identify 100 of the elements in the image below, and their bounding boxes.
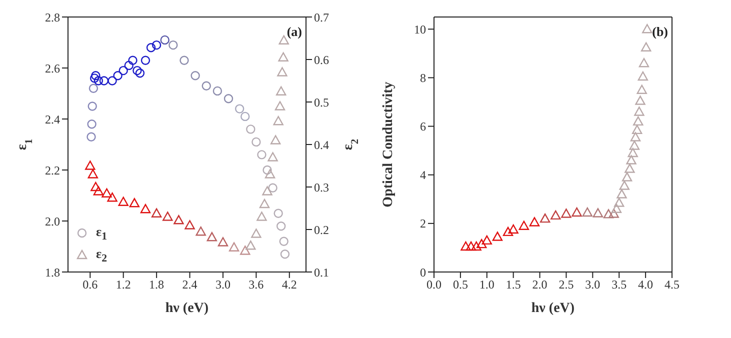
- y-tick-label: 2.0: [45, 214, 60, 228]
- x-tick-label: 3.0: [585, 278, 600, 292]
- point: [87, 120, 96, 129]
- point: [251, 228, 262, 238]
- point: [132, 66, 142, 76]
- point: [624, 164, 635, 173]
- point: [202, 81, 211, 90]
- point: [632, 124, 642, 134]
- point: [273, 116, 284, 126]
- point: [276, 222, 286, 231]
- point: [274, 101, 286, 110]
- point: [218, 237, 228, 246]
- y-tick-label: 4: [420, 168, 426, 182]
- point: [629, 140, 640, 150]
- point: [638, 58, 650, 68]
- point: [611, 204, 622, 213]
- point: [140, 204, 151, 214]
- y-tick-label: 0: [420, 265, 426, 280]
- point: [259, 198, 270, 208]
- point: [129, 198, 140, 208]
- point: [184, 220, 195, 230]
- point: [91, 71, 100, 80]
- y2-tick-label: 0.2: [314, 222, 329, 237]
- point: [160, 35, 170, 45]
- point: [280, 250, 290, 259]
- point: [107, 192, 118, 202]
- point: [582, 207, 592, 217]
- y2-tick-label: 0.4: [314, 138, 329, 152]
- point: [616, 189, 627, 198]
- y-tick-label: 1.8: [45, 265, 60, 280]
- x-tick-label: 4.2: [282, 278, 297, 292]
- point: [262, 186, 272, 196]
- point: [561, 208, 572, 218]
- point: [180, 56, 189, 65]
- point: [626, 155, 636, 164]
- annotation: (b): [652, 24, 668, 40]
- point: [162, 212, 173, 221]
- y-tick-label: 2.2: [45, 163, 60, 178]
- x-tick-label: 1.0: [479, 278, 494, 292]
- point: [108, 76, 117, 86]
- point: [636, 84, 647, 94]
- point: [592, 208, 604, 218]
- point: [492, 232, 503, 241]
- point: [151, 208, 162, 218]
- point: [135, 68, 145, 78]
- y2-tick-label: 0.1: [314, 265, 329, 280]
- y-tick-label: 2.8: [45, 10, 60, 24]
- point: [140, 56, 150, 65]
- point: [608, 208, 619, 218]
- point: [278, 52, 288, 62]
- y2-tick-label: 0.5: [314, 95, 329, 110]
- point: [196, 226, 206, 236]
- point: [634, 106, 644, 116]
- point: [85, 160, 96, 170]
- legend-label: ε$_{2}$: [96, 246, 107, 264]
- y-tick-label: 2: [420, 216, 426, 231]
- x-tick-label: 3.6: [248, 278, 264, 292]
- point: [99, 76, 109, 86]
- point: [270, 135, 281, 144]
- point: [476, 238, 487, 248]
- point: [256, 212, 267, 221]
- point: [274, 208, 283, 218]
- y-tick-label: 8: [420, 70, 426, 85]
- x-tick-label: 0.0: [426, 278, 442, 292]
- point: [152, 40, 162, 50]
- x-tick-label: 1.5: [506, 278, 521, 292]
- point: [628, 148, 638, 158]
- point: [246, 240, 256, 250]
- point: [90, 182, 101, 192]
- y-tick-label: 2.4: [45, 112, 60, 126]
- point: [118, 196, 128, 206]
- point: [174, 215, 184, 224]
- point: [88, 169, 98, 178]
- point: [206, 232, 218, 242]
- point: [252, 137, 261, 147]
- y2-tick-label: 0.7: [314, 10, 329, 24]
- point: [93, 186, 104, 196]
- point: [88, 84, 98, 93]
- y-axis-title: Optical Conductivity: [381, 82, 396, 208]
- point: [264, 169, 276, 178]
- point: [278, 35, 289, 44]
- point: [529, 217, 540, 226]
- point: [268, 183, 278, 192]
- x-tick-label: 2.4: [182, 278, 198, 292]
- point: [90, 74, 100, 83]
- point: [635, 96, 646, 105]
- point: [276, 86, 286, 96]
- point: [262, 165, 272, 175]
- point: [638, 71, 648, 81]
- x-tick-label: 2.0: [532, 278, 548, 292]
- x-tick-label: 0.5: [452, 278, 468, 292]
- y-tick-label: 6: [420, 120, 426, 134]
- point: [633, 116, 644, 126]
- point: [619, 180, 630, 190]
- legend-label: ε$_{1}$: [96, 224, 107, 242]
- point: [572, 207, 582, 217]
- point: [228, 242, 240, 252]
- point: [124, 60, 134, 70]
- point: [640, 42, 652, 52]
- point: [146, 43, 156, 52]
